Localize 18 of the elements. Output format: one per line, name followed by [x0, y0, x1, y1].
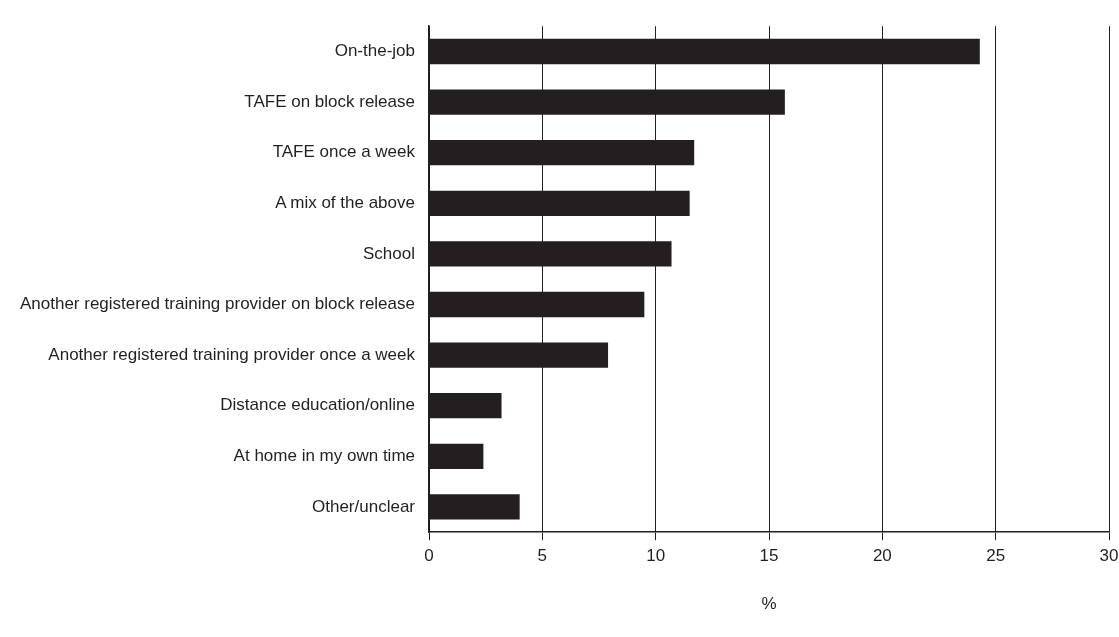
y-tick-label: TAFE once a week	[272, 142, 416, 162]
x-tick-label: 0	[424, 546, 434, 566]
y-tick-label: Other/unclear	[312, 496, 416, 516]
y-tick-label: A mix of the above	[275, 192, 415, 212]
y-tick-label: TAFE on block release	[244, 91, 415, 111]
y-tick-label: Another registered training provider on block release	[19, 294, 415, 314]
x-tick-label: 15	[759, 546, 779, 566]
x-tick-label: 20	[872, 546, 892, 566]
y-tick-label: At home in my own time	[233, 445, 415, 465]
y-tick-label: Another registered training provider once a week	[48, 344, 416, 364]
x-tick-label: 10	[646, 546, 666, 566]
x-tick-label: 5	[537, 546, 548, 566]
x-tick-label: 30	[1099, 546, 1119, 566]
y-tick-label: School	[363, 243, 415, 263]
x-axis-title: %	[761, 594, 777, 614]
y-tick-label: On-the-job	[334, 41, 415, 61]
y-tick-label: Distance education/online	[220, 395, 415, 415]
x-tick-label: 25	[986, 546, 1006, 566]
